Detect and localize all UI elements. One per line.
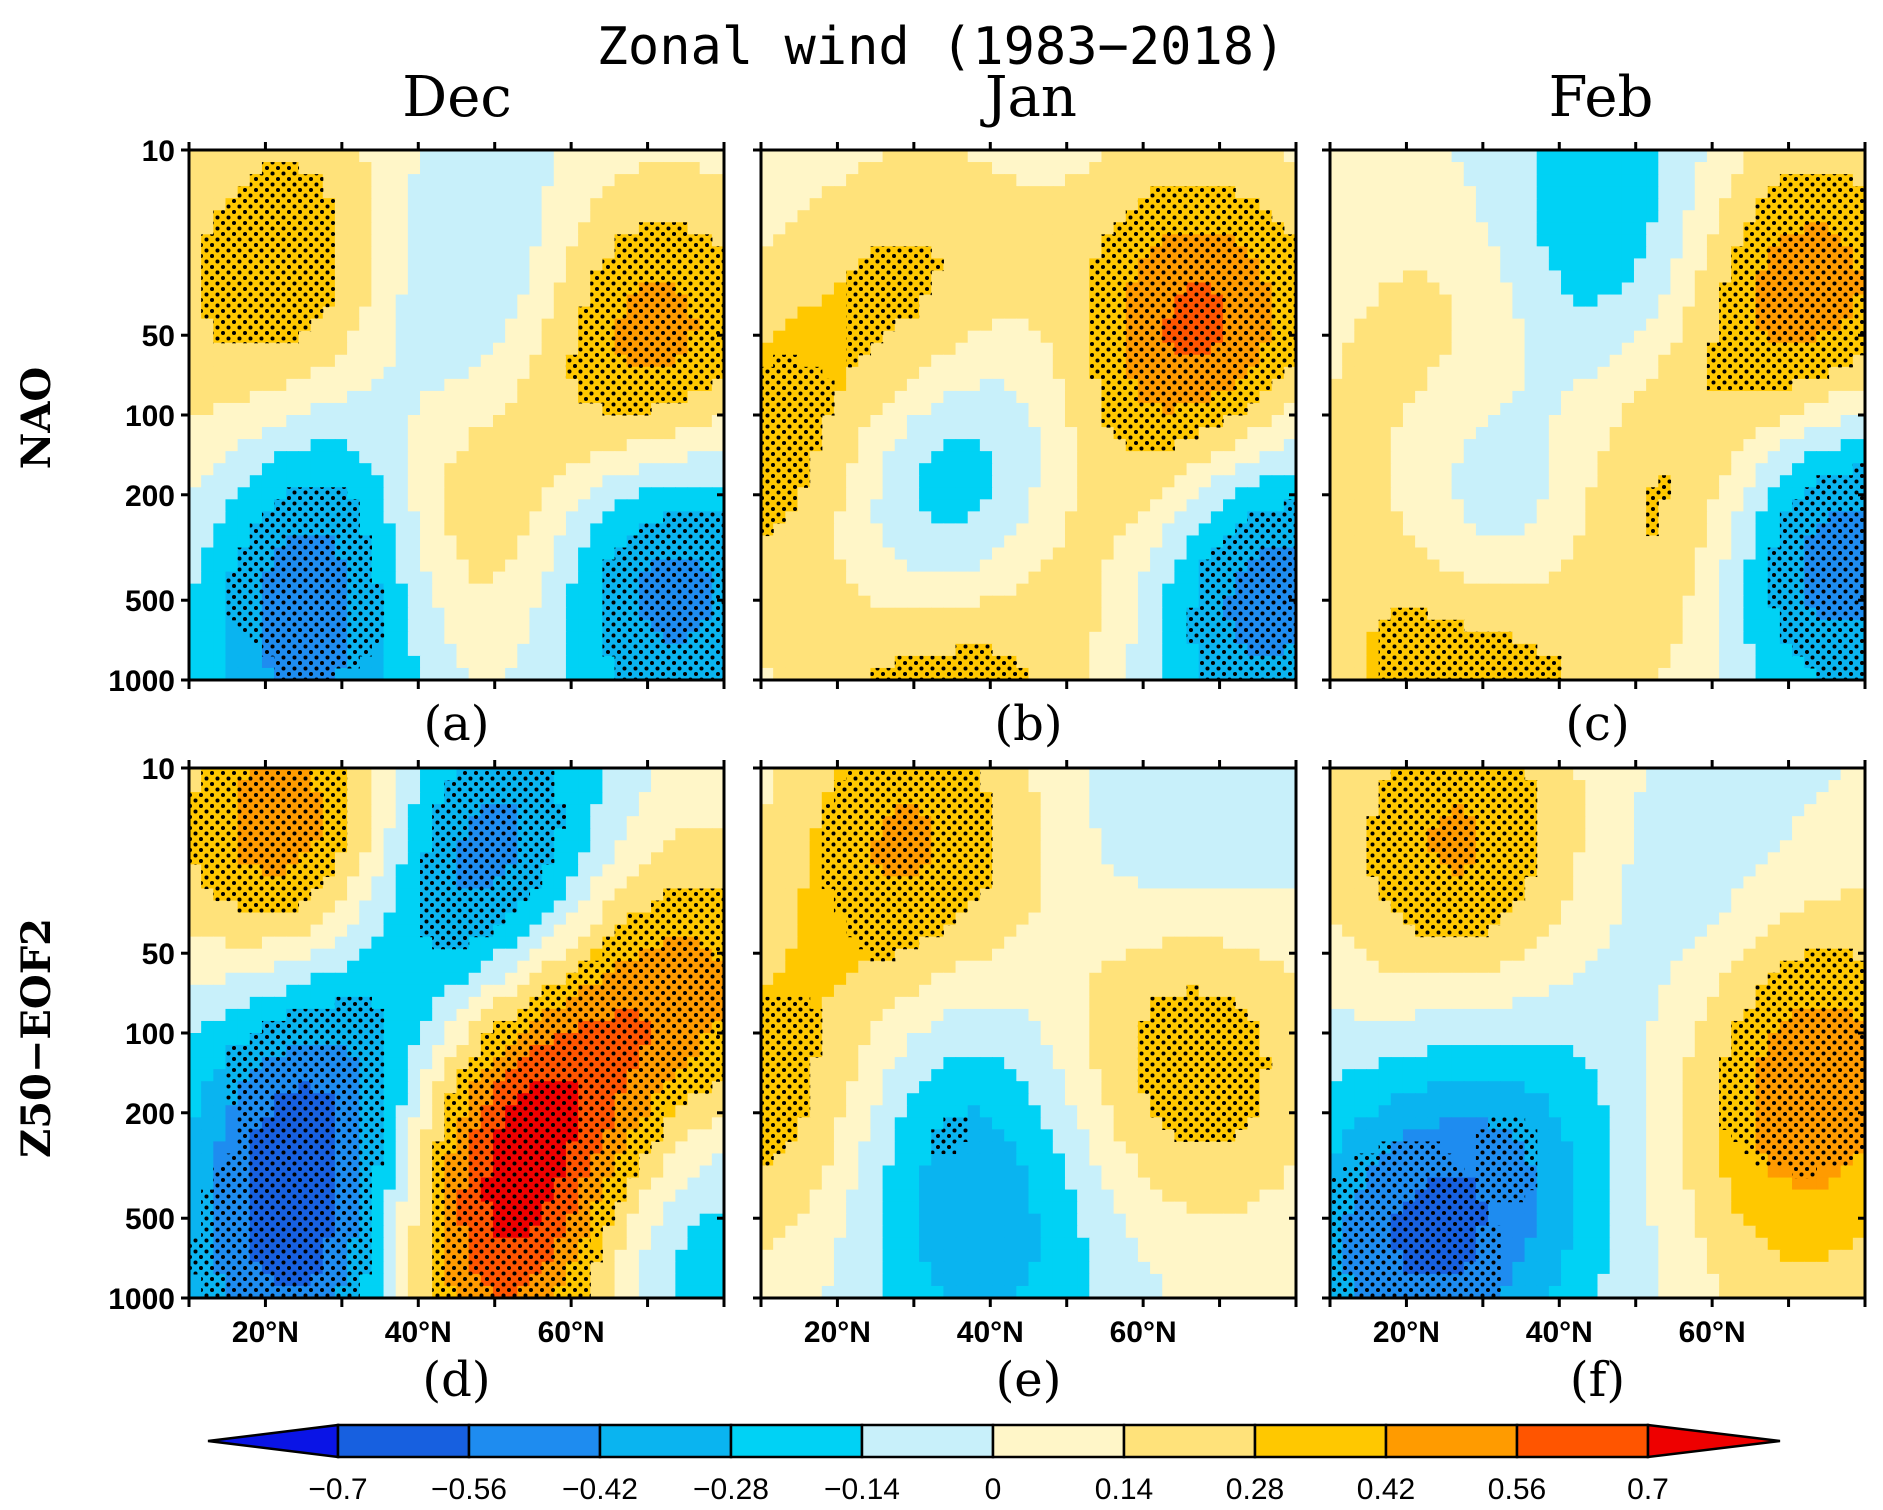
y-tick-label: 100 [125,1018,175,1051]
panel-label: (c) [1565,696,1629,752]
x-tick-label: 40°N [1526,1316,1593,1349]
colorbar-segment [860,1423,995,1459]
x-tick-label: 20°N [1373,1316,1440,1349]
x-tick-label: 60°N [538,1316,605,1349]
x-tick-label: 60°N [1679,1316,1746,1349]
x-tick-label: 20°N [232,1316,299,1349]
x-tick-label: 60°N [1110,1316,1177,1349]
y-tick-label: 10 [142,135,175,168]
colorbar-label: −0.7 [308,1473,367,1506]
x-tick-label: 20°N [804,1316,871,1349]
colorbar-segment [1646,1423,1781,1459]
row-label-z50-eof2: Z50−EOF2 [13,918,60,1158]
colorbar-segment [598,1423,733,1459]
panel-e: 20°N 40°N 60°N (e) [753,760,1298,1408]
y-tick-label: 500 [125,585,175,618]
y-tick-label: 50 [142,320,175,353]
colorbar-segment [336,1423,471,1459]
colorbar-label: 0.42 [1357,1473,1415,1506]
y-tick-label: 100 [125,400,175,433]
colorbar-segment [467,1423,602,1459]
panel-d: 10 50 100 200 500 1000 20°N 40°N 60°N (d) [108,753,726,1408]
colorbar-label: 0.7 [1627,1473,1669,1506]
colorbar-segment [1122,1423,1257,1459]
y-tick-label: 50 [142,938,175,971]
colorbar-segment [991,1423,1126,1459]
colorbar-label: −0.14 [824,1473,900,1506]
panel-a: 10 50 100 200 500 1000 (a) [108,135,726,752]
x-tick-label: 40°N [957,1316,1024,1349]
colorbar-label: −0.56 [431,1473,507,1506]
colorbar-segment [1253,1423,1388,1459]
column-title-feb: Feb [1549,65,1654,130]
panel-c: (c) [1322,142,1867,752]
y-tick-label: 1000 [108,1283,175,1316]
colorbar: −0.7 −0.56 −0.42 −0.28 −0.14 0 0.14 0.28 0.42 0.5… [207,1423,1781,1506]
row-label-nao: NAO [13,367,60,469]
panel-label: (f) [1570,1352,1625,1408]
y-tick-label: 200 [125,1098,175,1131]
y-tick-label: 500 [125,1203,175,1236]
panel-label: (b) [994,696,1062,752]
colorbar-label: −0.42 [562,1473,638,1506]
x-tick-label: 40°N [385,1316,452,1349]
panel-label: (e) [996,1352,1062,1408]
colorbar-label: 0.56 [1488,1473,1546,1506]
panel-b: (b) [753,142,1298,752]
figure-title: Zonal wind (1983−2018) [597,17,1286,77]
panel-label: (d) [422,1352,490,1408]
colorbar-segment [729,1423,864,1459]
colorbar-label: −0.28 [693,1473,769,1506]
colorbar-segment [1515,1423,1650,1459]
colorbar-label: 0 [985,1473,1002,1506]
colorbar-segment [1384,1423,1519,1459]
y-tick-label: 200 [125,480,175,513]
column-title-dec: Dec [402,65,511,130]
colorbar-segment [207,1423,340,1459]
panel-f: 20°N 40°N 60°N (f) [1322,760,1867,1408]
colorbar-label: 0.14 [1095,1473,1153,1506]
y-tick-label: 1000 [108,665,175,698]
panel-label: (a) [423,696,489,752]
column-title-jan: Jan [980,65,1077,130]
colorbar-label: 0.28 [1226,1473,1284,1506]
y-tick-label: 10 [142,753,175,786]
